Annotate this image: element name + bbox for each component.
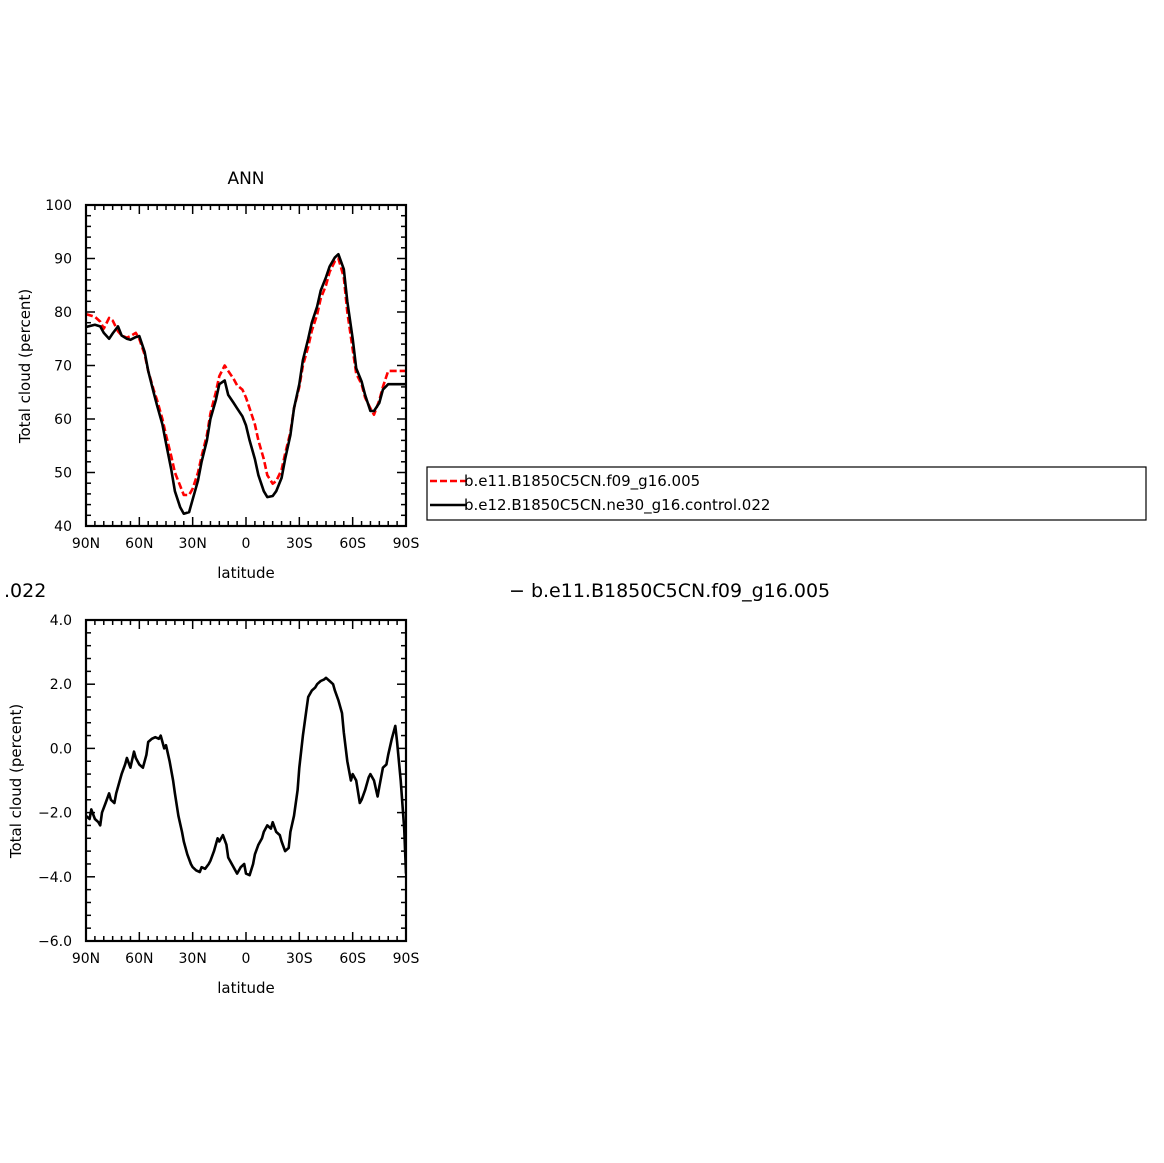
top-x-tick-label: 90N: [72, 536, 100, 552]
top-x-tick-label: 60S: [339, 536, 366, 552]
bottom-subtitle-right: − b.e11.B1850C5CN.f09_g16.005: [509, 580, 830, 602]
bottom-panel: .022 − b.e11.B1850C5CN.f09_g16.005 90N 60…: [4, 580, 830, 997]
legend-box: [426, 466, 1147, 521]
legend-label-series-1: b.e11.B1850C5CN.f09_g16.005: [464, 472, 700, 491]
bottom-x-tick-label: 30S: [286, 951, 313, 967]
bottom-x-tick-label: 0: [242, 951, 251, 967]
bottom-y-axis-title: Total cloud (percent): [7, 704, 25, 859]
bottom-y-tick-label: 0.0: [50, 741, 72, 757]
bottom-y-tick-label: 2.0: [50, 677, 72, 693]
bottom-plot-area: 90N 60N 30N 0 30S 60S 90S −6.0 −4.0 −2.0 0.0 2.0 4.0: [38, 613, 419, 967]
legend-label-series-2: b.e12.B1850C5CN.ne30_g16.control.022: [464, 496, 770, 515]
top-y-tick-label: 80: [54, 305, 72, 321]
top-x-tick-label: 60N: [125, 536, 153, 552]
bottom-x-tick-label: 90S: [393, 951, 420, 967]
top-x-tick-label: 30N: [179, 536, 207, 552]
top-x-tick-label: 90S: [393, 536, 420, 552]
bottom-series-line-1: [86, 676, 406, 877]
top-panel: ANN 90N 60N 30N 0 30S 60S 90S 40 50 60 70 80 90 100 l…: [16, 169, 419, 582]
bottom-x-axis-title: latitude: [217, 979, 275, 997]
top-plot-area: 90N 60N 30N 0 30S 60S 90S 40 50 60 70 80 90 100: [45, 198, 419, 552]
top-y-axis-title: Total cloud (percent): [16, 289, 34, 444]
top-y-tick-label: 60: [54, 412, 72, 428]
legend: b.e11.B1850C5CN.f09_g16.005 b.e12.B1850C…: [426, 466, 1147, 521]
top-y-tick-label: 70: [54, 359, 72, 375]
top-series-line-2: [86, 252, 406, 515]
top-y-tick-label: 100: [45, 198, 72, 214]
top-y-tick-label: 40: [54, 519, 72, 535]
bottom-plot-frame: [84, 618, 408, 943]
top-x-axis-title: latitude: [217, 564, 275, 582]
top-chart-title: ANN: [227, 169, 264, 189]
bottom-y-tick-label: −4.0: [38, 870, 72, 886]
top-series-line-1: [86, 257, 406, 497]
bottom-x-tick-label: 30N: [179, 951, 207, 967]
bottom-y-tick-label: 4.0: [50, 613, 72, 629]
top-x-tick-label: 30S: [286, 536, 313, 552]
bottom-y-tick-label: −6.0: [38, 934, 72, 950]
top-x-tick-label: 0: [242, 536, 251, 552]
bottom-x-tick-label: 60N: [125, 951, 153, 967]
bottom-x-tick-label: 60S: [339, 951, 366, 967]
top-plot-frame: [84, 203, 408, 528]
top-y-tick-label: 50: [54, 466, 72, 482]
bottom-y-tick-label: −2.0: [38, 806, 72, 822]
top-y-tick-label: 90: [54, 252, 72, 268]
bottom-x-tick-label: 90N: [72, 951, 100, 967]
bottom-subtitle-left: .022: [4, 580, 46, 602]
